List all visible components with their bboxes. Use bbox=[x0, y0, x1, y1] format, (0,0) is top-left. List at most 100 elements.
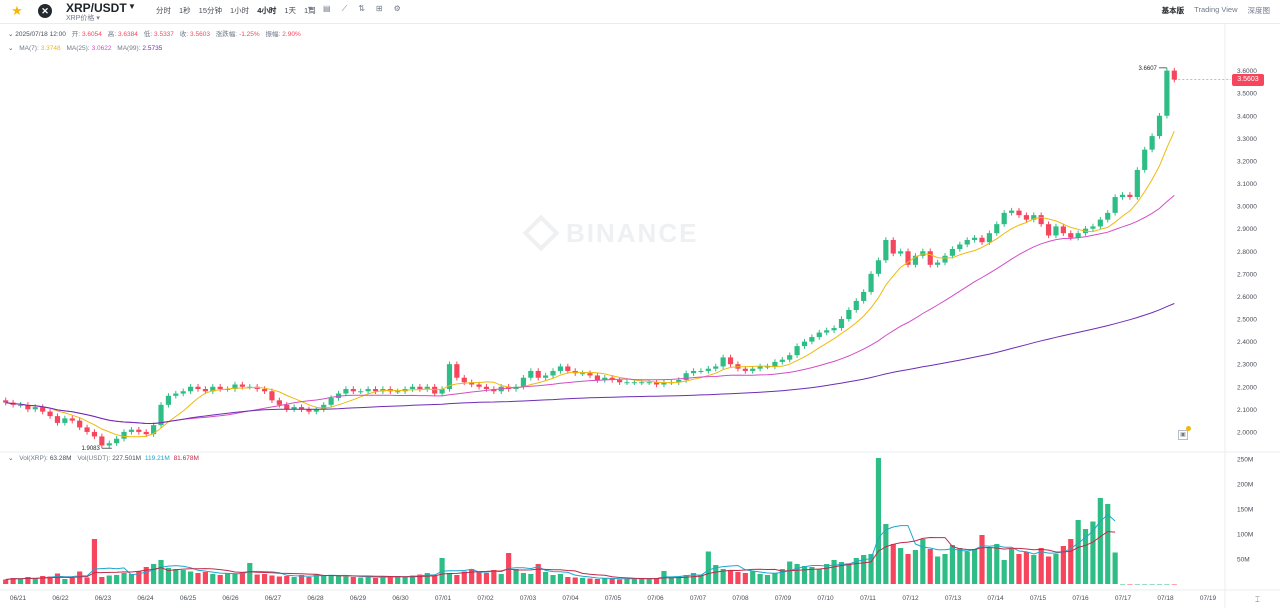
volume-bar bbox=[284, 576, 290, 584]
interval-tab-4h[interactable]: 4小时 bbox=[257, 6, 277, 15]
candle-body bbox=[128, 429, 135, 432]
volume-bar bbox=[365, 576, 371, 584]
volume-bar bbox=[572, 577, 578, 584]
interval-tab-1d[interactable]: 1天 bbox=[284, 6, 297, 15]
ohlc-change: -1.25% bbox=[239, 31, 260, 38]
price-tick-label: 2.3000 bbox=[1237, 362, 1257, 369]
volume-bar bbox=[957, 548, 963, 584]
interval-tab-1s[interactable]: 1秒 bbox=[179, 6, 191, 15]
candle-body bbox=[794, 346, 800, 356]
interval-tab-15m[interactable]: 15分钟 bbox=[198, 6, 223, 15]
volume-bar bbox=[1090, 521, 1096, 584]
candle-body bbox=[395, 391, 401, 393]
favorite-star-icon[interactable]: ★ bbox=[11, 3, 23, 18]
volume-bar bbox=[668, 578, 674, 584]
volume-bar bbox=[816, 569, 822, 584]
volume-bar bbox=[587, 578, 593, 584]
interval-tab-timeline[interactable]: 分时 bbox=[156, 6, 171, 15]
volume-tick-label: 250M bbox=[1237, 457, 1253, 464]
candle-body bbox=[1134, 169, 1140, 198]
more-intervals-dropdown-icon[interactable]: ▾ bbox=[308, 4, 313, 13]
volume-bar bbox=[461, 571, 467, 584]
date-tick-label: 07/09 bbox=[775, 595, 792, 602]
volume-bar bbox=[136, 571, 142, 584]
candlestick-chart[interactable]: 3.6000 3.5000 3.4000 3.3000 3.2000 3.1000 3.00… bbox=[0, 24, 1280, 608]
volume-bar bbox=[557, 574, 564, 584]
volume-toggle-icon[interactable]: ⌄ bbox=[8, 455, 14, 462]
candle-body bbox=[861, 291, 867, 301]
volume-bar bbox=[986, 548, 992, 584]
volume-bar bbox=[232, 574, 238, 584]
chart-tools: ▾ ▤ ⟋ ⇅ ⊞ ⚙ bbox=[308, 4, 412, 14]
volume-bar bbox=[979, 535, 985, 584]
volume-bar bbox=[942, 554, 948, 584]
symbol-dropdown-icon[interactable]: ▼ bbox=[128, 2, 136, 11]
candle-body bbox=[824, 330, 830, 333]
volume-bar bbox=[173, 569, 179, 584]
date-tick-label: 07/15 bbox=[1030, 595, 1047, 602]
candle-body bbox=[1053, 226, 1059, 236]
candle-body bbox=[91, 431, 98, 437]
draw-tool-icon[interactable]: ▣ bbox=[1178, 430, 1188, 440]
symbol-title[interactable]: XRP/USDT bbox=[66, 1, 127, 15]
ma7-value: 3.3748 bbox=[40, 45, 61, 52]
volume-bar bbox=[764, 575, 771, 584]
volume-bar bbox=[1053, 554, 1059, 584]
candle-body bbox=[912, 255, 919, 265]
candle-body bbox=[957, 244, 963, 249]
volume-bar bbox=[372, 578, 379, 584]
volume-bar bbox=[1127, 584, 1133, 585]
view-tradingview[interactable]: Trading View bbox=[1194, 5, 1238, 14]
vol-usdt-value: 227.501M bbox=[112, 455, 142, 462]
price-tick-label: 3.4000 bbox=[1237, 113, 1257, 120]
candle-body bbox=[1164, 70, 1170, 116]
candle-body bbox=[358, 391, 364, 393]
axis-settings-icon[interactable]: ⌶ bbox=[1255, 595, 1260, 604]
volume-bar bbox=[99, 577, 105, 584]
candle-body bbox=[99, 436, 105, 446]
candle-body bbox=[868, 273, 874, 292]
candle-body bbox=[927, 251, 933, 265]
date-tick-label: 07/02 bbox=[477, 595, 494, 602]
volume-bar bbox=[1075, 520, 1081, 584]
ohlc-toggle-icon[interactable]: ⌄ bbox=[8, 31, 14, 38]
candle-body bbox=[949, 249, 956, 256]
volume-bar bbox=[1023, 552, 1029, 584]
price-tick-label: 3.3000 bbox=[1237, 136, 1257, 143]
candle-body bbox=[1127, 194, 1133, 198]
date-tick-label: 07/13 bbox=[945, 595, 962, 602]
view-basic[interactable]: 基本版 bbox=[1161, 6, 1185, 15]
view-depth[interactable]: 深度图 bbox=[1247, 6, 1271, 15]
candle-body bbox=[417, 386, 423, 390]
volume-bar bbox=[1016, 554, 1022, 584]
interval-tab-1h[interactable]: 1小时 bbox=[230, 6, 250, 15]
price-sub-label[interactable]: XRP价格 ▾ bbox=[66, 15, 100, 22]
candle-body bbox=[883, 239, 889, 261]
interval-tab-1w[interactable]: 1周 bbox=[304, 6, 316, 15]
candle-body bbox=[210, 386, 216, 392]
volume-bar bbox=[424, 573, 430, 584]
volume-bar bbox=[787, 561, 793, 584]
vol-xrp-value: 63.28M bbox=[49, 455, 72, 462]
vol-ma5-value: 119.21M bbox=[144, 455, 170, 462]
volume-bar bbox=[779, 569, 785, 584]
price-tick-label: 2.9000 bbox=[1237, 226, 1257, 233]
volume-bar bbox=[528, 574, 534, 584]
ma-toggle-icon[interactable]: ⌄ bbox=[8, 45, 14, 52]
layout-icon[interactable]: ⊞ bbox=[375, 4, 383, 13]
volume-bar bbox=[750, 571, 756, 584]
candle-type-icon[interactable]: ▤ bbox=[323, 4, 331, 13]
candle-body bbox=[1149, 136, 1155, 150]
volume-bar bbox=[905, 554, 911, 584]
volume-bar bbox=[809, 567, 815, 584]
candle-body bbox=[446, 364, 453, 390]
volume-ma10-line bbox=[5, 531, 1116, 580]
compare-icon[interactable]: ⇅ bbox=[358, 4, 365, 13]
settings-gear-icon[interactable]: ⚙ bbox=[393, 4, 401, 13]
volume-bar bbox=[483, 573, 490, 584]
volume-bar bbox=[861, 555, 867, 584]
volume-info: ⌄ Vol(XRP): 63.28M Vol(USDT): 227.501M 119… bbox=[8, 455, 199, 462]
volume-bar bbox=[705, 551, 711, 584]
indicators-icon[interactable]: ⟋ bbox=[341, 4, 348, 13]
volume-bar bbox=[17, 579, 24, 584]
